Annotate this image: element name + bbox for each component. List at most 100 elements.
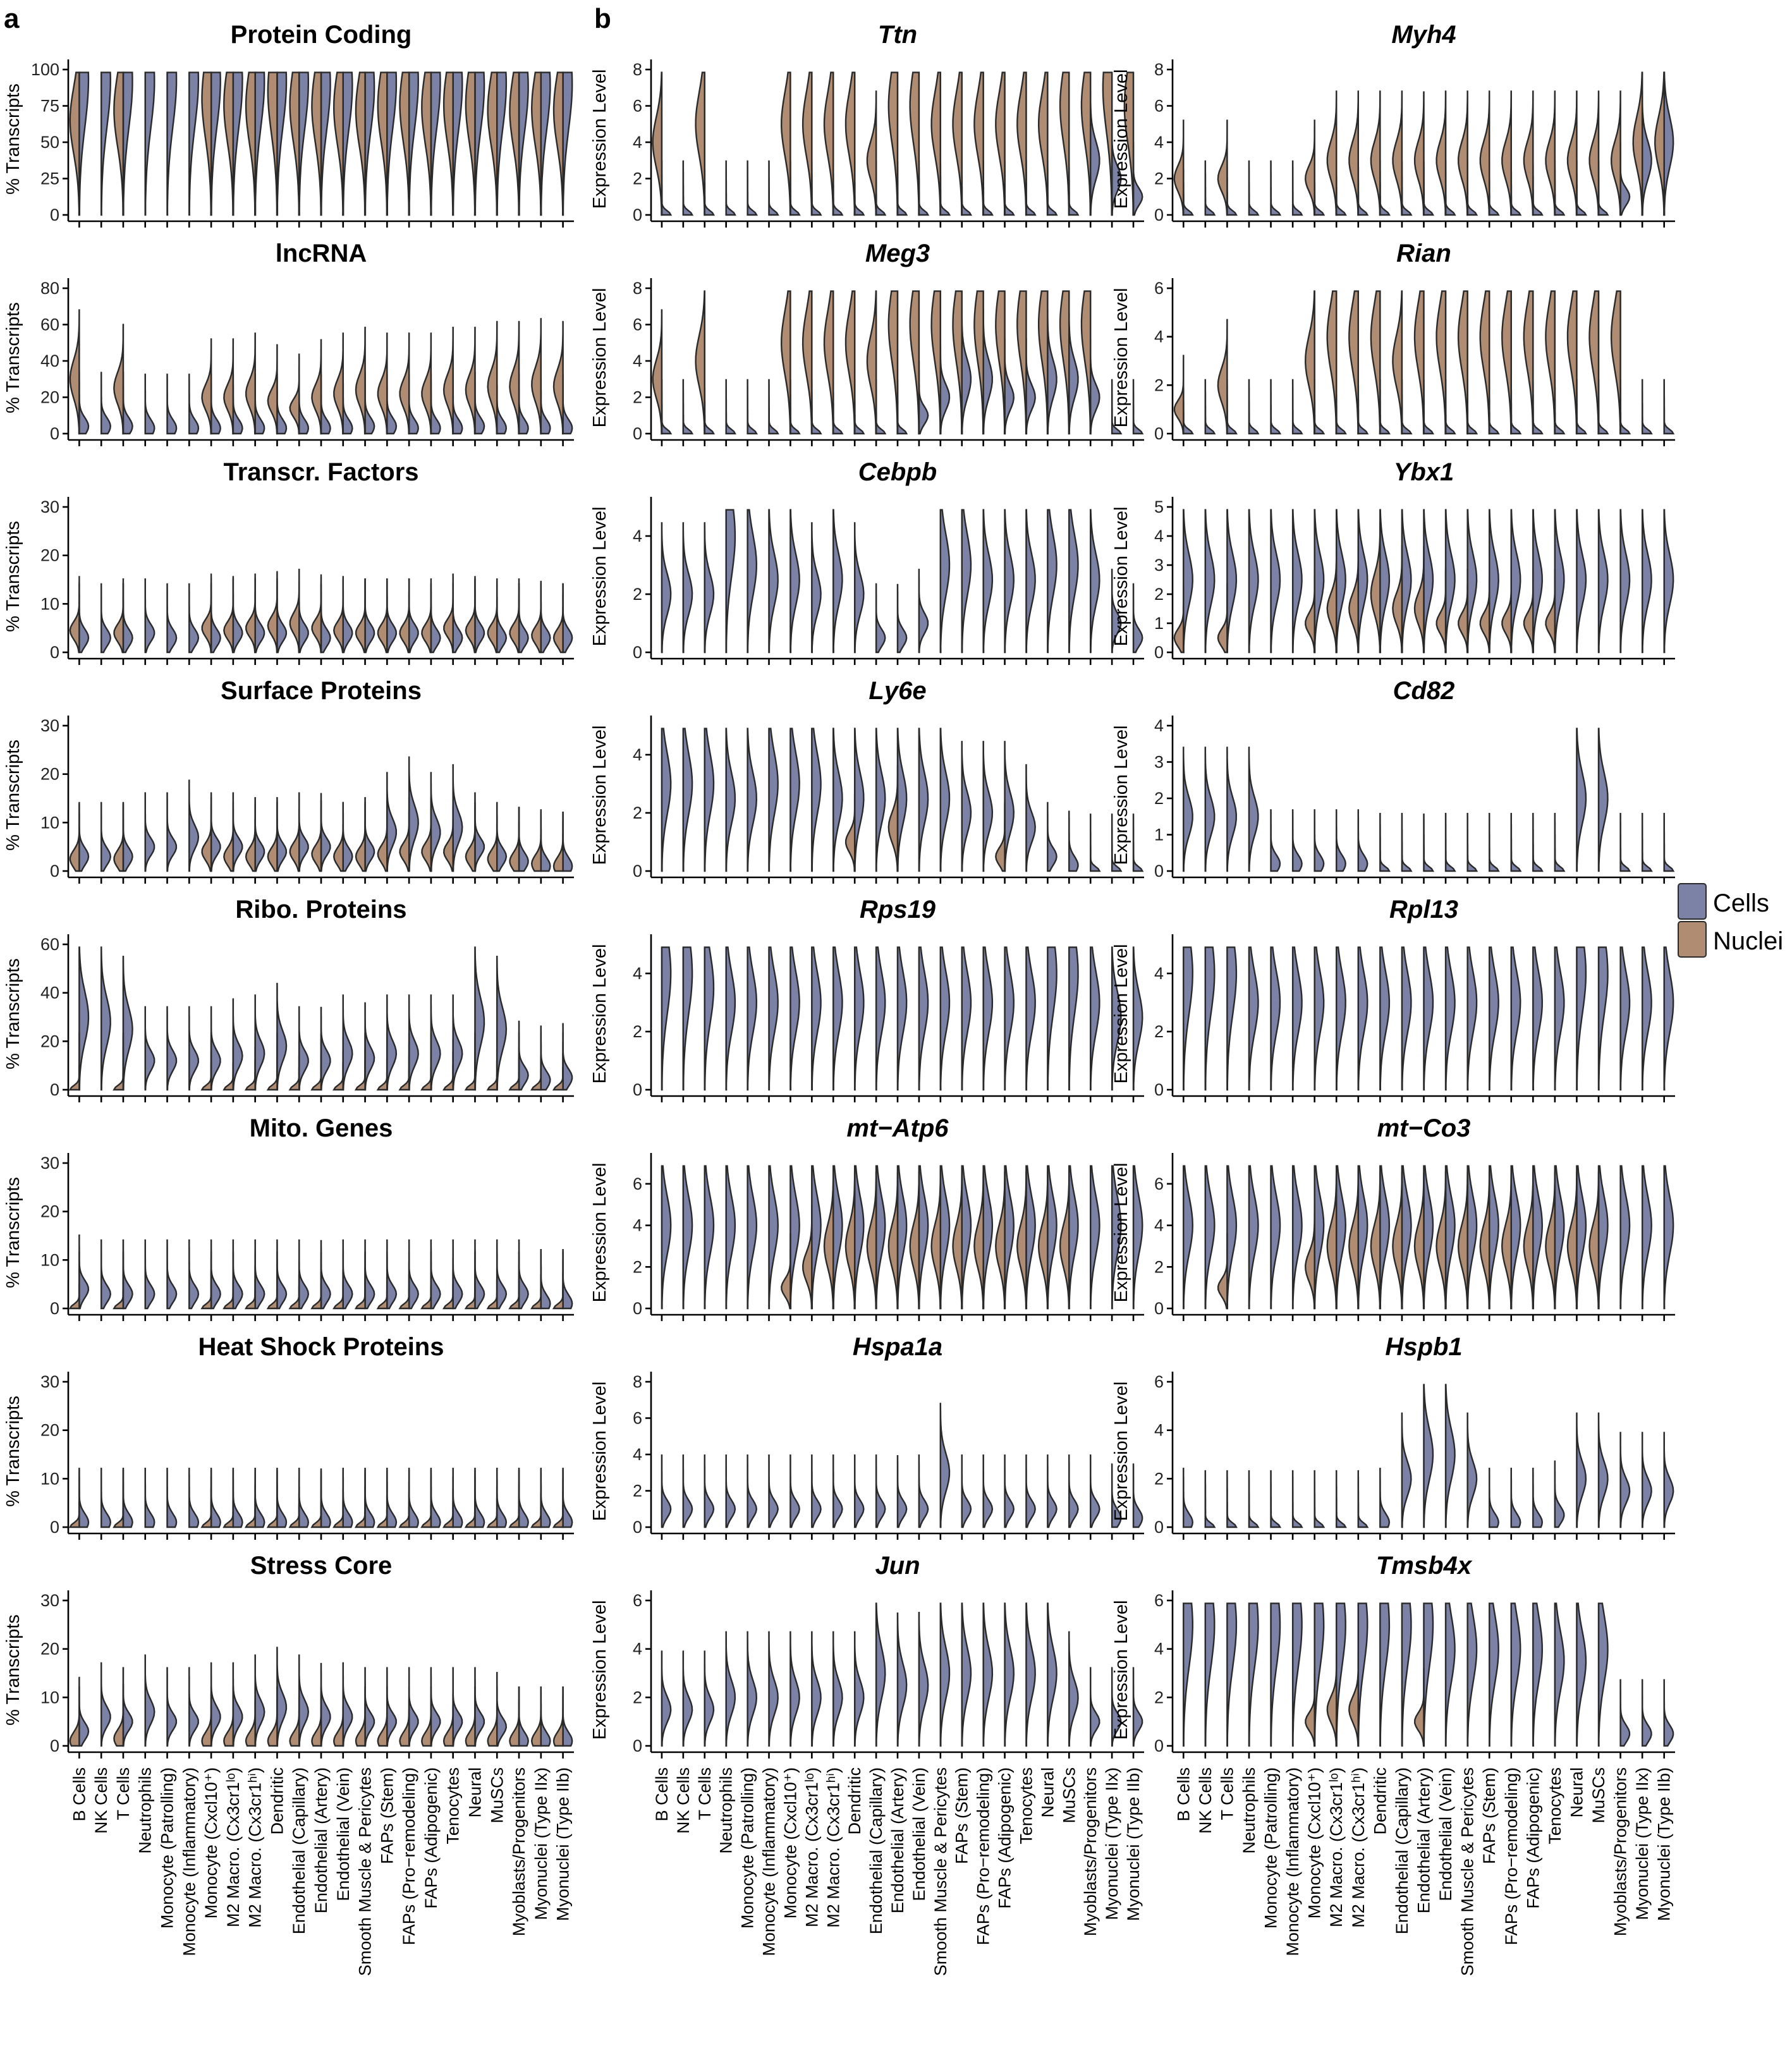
violin-nuclei [1457, 290, 1468, 435]
violin-cells [1444, 160, 1456, 216]
violin-cells [210, 1006, 221, 1091]
violin-cells [342, 802, 353, 872]
y-tick-label: 60 [40, 935, 59, 954]
violin-nuclei [223, 802, 235, 872]
violin-cells [875, 728, 886, 872]
violin-nuclei [1632, 71, 1643, 216]
violin-cells [254, 1239, 265, 1310]
y-tick-label: 4 [1154, 964, 1164, 983]
violin-cells [1314, 379, 1326, 435]
violin-cells [1336, 1165, 1347, 1310]
x-category-label: M2 Macro. (Cx3cr1ʰⁱ) [1349, 1767, 1368, 1928]
x-category-label: Myoblasts/Progenitors [1611, 1767, 1630, 1936]
x-category-label: NK Cells [1196, 1767, 1215, 1834]
violin-cells [452, 374, 463, 435]
violin-nuclei [421, 1686, 432, 1747]
violin-nuclei [1413, 1172, 1425, 1310]
x-category-label: Endothelial (Artery) [888, 1767, 907, 1913]
violin-cells [1270, 509, 1281, 654]
x-category-label: Endothelial (Vein) [910, 1767, 929, 1901]
violin-nuclei [200, 1032, 212, 1091]
violin-nuclei [1348, 546, 1359, 654]
y-tick-label: 8 [633, 279, 642, 298]
violin-nuclei [266, 1251, 278, 1310]
violin-cells [661, 522, 672, 654]
violin-nuclei [289, 353, 300, 435]
violin-nuclei [995, 802, 1006, 872]
violin-cells [1641, 1679, 1652, 1747]
violin-nuclei [1016, 290, 1027, 435]
x-category-label: Monocyte (Cxcl10⁺) [781, 1767, 800, 1918]
panel-title: Heat Shock Proteins [198, 1333, 444, 1361]
violin-cells [725, 161, 736, 216]
y-tick-label: 10 [40, 594, 59, 613]
x-category-label: T Cells [114, 1767, 133, 1820]
violin-nuclei [1326, 290, 1338, 435]
panel-title: Hspb1 [1385, 1333, 1462, 1361]
violin-nuclei [1304, 119, 1315, 216]
violin-nuclei [355, 71, 366, 216]
violin-nuclei [1413, 91, 1425, 216]
violin-cells [1047, 1165, 1058, 1310]
violin-nuclei [1545, 568, 1556, 654]
violin-cells [276, 982, 288, 1091]
violin-cells [100, 372, 112, 435]
violin-cells [853, 379, 865, 435]
y-tick-label: 80 [40, 279, 59, 298]
violin-nuclei [311, 800, 322, 872]
violin-nuclei [1654, 71, 1665, 216]
violin-nuclei [1038, 290, 1049, 435]
violin-cells [661, 1454, 672, 1528]
violin-nuclei [1217, 319, 1228, 435]
violin-nuclei [201, 1686, 212, 1747]
violin-cells [1510, 1165, 1521, 1310]
violin-cells [166, 1239, 178, 1310]
violin-cells [540, 1025, 551, 1091]
x-category-label: Myonuclei (Type IIb) [1124, 1767, 1143, 1921]
violin-nuclei [844, 290, 856, 435]
violin-cells [474, 71, 485, 216]
violin-cells [364, 372, 375, 435]
violin-nuclei [288, 1470, 300, 1528]
y-tick-label: 4 [633, 745, 642, 764]
violin-cells [562, 1468, 573, 1528]
violin-cells [320, 374, 331, 435]
violin-nuclei [1435, 568, 1447, 654]
violin-cells [918, 1612, 929, 1747]
violin-nuclei [780, 71, 791, 216]
violin-nuclei [442, 1686, 454, 1747]
violin-cells [811, 379, 822, 435]
violin-cells [408, 1468, 419, 1528]
violin-cells [188, 374, 200, 435]
x-category-label: Neutrophils [1240, 1767, 1259, 1854]
violin-cells [1619, 509, 1631, 654]
violin-cells [1047, 802, 1058, 872]
violin-nuclei [267, 802, 278, 872]
violin-cells [408, 374, 419, 435]
y-tick-label: 0 [50, 1080, 59, 1099]
violin-nuclei [333, 332, 344, 435]
violin-cells [540, 583, 551, 654]
violin-nuclei [377, 332, 388, 435]
violin-cells [298, 792, 309, 872]
violin-nuclei [1370, 1171, 1381, 1310]
violin-cells [896, 728, 908, 872]
violin-cells [1183, 160, 1194, 216]
violin-cells [832, 160, 844, 216]
violin-cells [188, 1006, 200, 1091]
violin-cells [853, 160, 865, 216]
x-category-label: Endothelial (Capillary) [290, 1767, 308, 1934]
y-axis-label: % Transcripts [3, 83, 23, 195]
violin-nuclei [802, 290, 813, 435]
violin-cells [1663, 509, 1674, 654]
violin-cells [430, 1667, 441, 1747]
violin-cells [1270, 160, 1282, 216]
violin-cells [982, 741, 994, 872]
violin-cells [452, 994, 463, 1091]
violin-nuclei [113, 71, 125, 216]
y-tick-label: 2 [633, 388, 642, 407]
violin-cells [430, 1239, 441, 1310]
violin-cells [1576, 946, 1587, 1091]
violin-cells [1510, 379, 1522, 435]
violin-cells [1489, 946, 1499, 1091]
